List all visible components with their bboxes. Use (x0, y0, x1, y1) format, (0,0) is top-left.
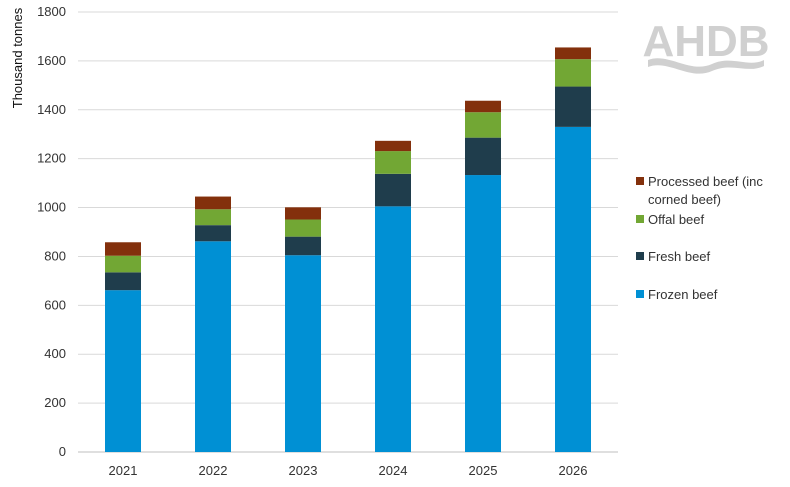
y-tick-label: 400 (44, 346, 66, 361)
x-tick-label: 2025 (469, 463, 498, 478)
x-tick-label: 2026 (559, 463, 588, 478)
x-tick-label: 2022 (199, 463, 228, 478)
legend-label: corned beef) (648, 192, 721, 207)
legend-item-frozen-beef: Frozen beef (636, 287, 718, 302)
x-tick-label: 2023 (289, 463, 318, 478)
legend-swatch (636, 215, 644, 223)
logo-wave-icon (648, 58, 764, 74)
logo-text: AHDB (642, 17, 769, 66)
bar-fresh-beef-2026 (555, 86, 591, 127)
bar-frozen-beef-2022 (195, 241, 231, 452)
ahdb-logo: AHDB (642, 17, 770, 74)
legend-swatch (636, 177, 644, 185)
legend-swatch (636, 252, 644, 260)
y-tick-label: 1000 (37, 200, 66, 215)
legend-item-offal-beef: Offal beef (636, 212, 705, 227)
bar-processed-beef-inc-corned-beef-2026 (555, 47, 591, 60)
x-axis-ticks: 2021 2022 2023 2024 2025 2026 (109, 463, 588, 478)
y-tick-label: 1200 (37, 151, 66, 166)
bar-frozen-beef-2023 (285, 255, 321, 452)
bar-offal-beef-2024 (375, 151, 411, 174)
bar-processed-beef-inc-corned-beef-2025 (465, 100, 501, 113)
y-axis-title: Thousand tonnes (10, 7, 25, 108)
bar-processed-beef-inc-corned-beef-2021 (105, 242, 141, 256)
y-tick-label: 800 (44, 248, 66, 263)
gridlines (78, 11, 618, 453)
legend-swatch (636, 290, 644, 298)
bar-fresh-beef-2021 (105, 272, 141, 291)
bar-fresh-beef-2022 (195, 225, 231, 242)
bars (105, 47, 591, 453)
y-tick-label: 1400 (37, 102, 66, 117)
bar-frozen-beef-2021 (105, 290, 141, 452)
bar-offal-beef-2022 (195, 209, 231, 226)
bar-fresh-beef-2025 (465, 137, 501, 176)
bar-fresh-beef-2023 (285, 236, 321, 256)
legend-label: Fresh beef (648, 249, 711, 264)
bar-processed-beef-inc-corned-beef-2022 (195, 196, 231, 210)
bar-fresh-beef-2024 (375, 173, 411, 207)
legend-item-fresh-beef: Fresh beef (636, 249, 711, 264)
y-axis-ticks: 0 200 400 600 800 1000 1200 1400 1600 1800 (37, 4, 66, 459)
bar-offal-beef-2023 (285, 219, 321, 237)
legend-label: Processed beef (inc (648, 174, 763, 189)
legend: Processed beef (inc corned beef) Offal bee… (636, 174, 763, 302)
y-tick-label: 1600 (37, 53, 66, 68)
x-tick-label: 2021 (109, 463, 138, 478)
bar-frozen-beef-2025 (465, 175, 501, 453)
bar-processed-beef-inc-corned-beef-2024 (375, 140, 411, 152)
y-tick-label: 600 (44, 297, 66, 312)
y-tick-label: 0 (59, 444, 66, 459)
legend-label: Offal beef (648, 212, 705, 227)
bar-offal-beef-2025 (465, 112, 501, 138)
legend-item-processed-beef-inc-corned-beef: Processed beef (inc corned beef) (636, 174, 763, 207)
bar-frozen-beef-2024 (375, 206, 411, 452)
bar-processed-beef-inc-corned-beef-2023 (285, 207, 321, 220)
y-tick-label: 200 (44, 395, 66, 410)
bar-frozen-beef-2026 (555, 126, 591, 452)
y-tick-label: 1800 (37, 4, 66, 19)
bar-offal-beef-2026 (555, 59, 591, 87)
x-tick-label: 2024 (379, 463, 408, 478)
legend-label: Frozen beef (648, 287, 718, 302)
bar-offal-beef-2021 (105, 255, 141, 273)
